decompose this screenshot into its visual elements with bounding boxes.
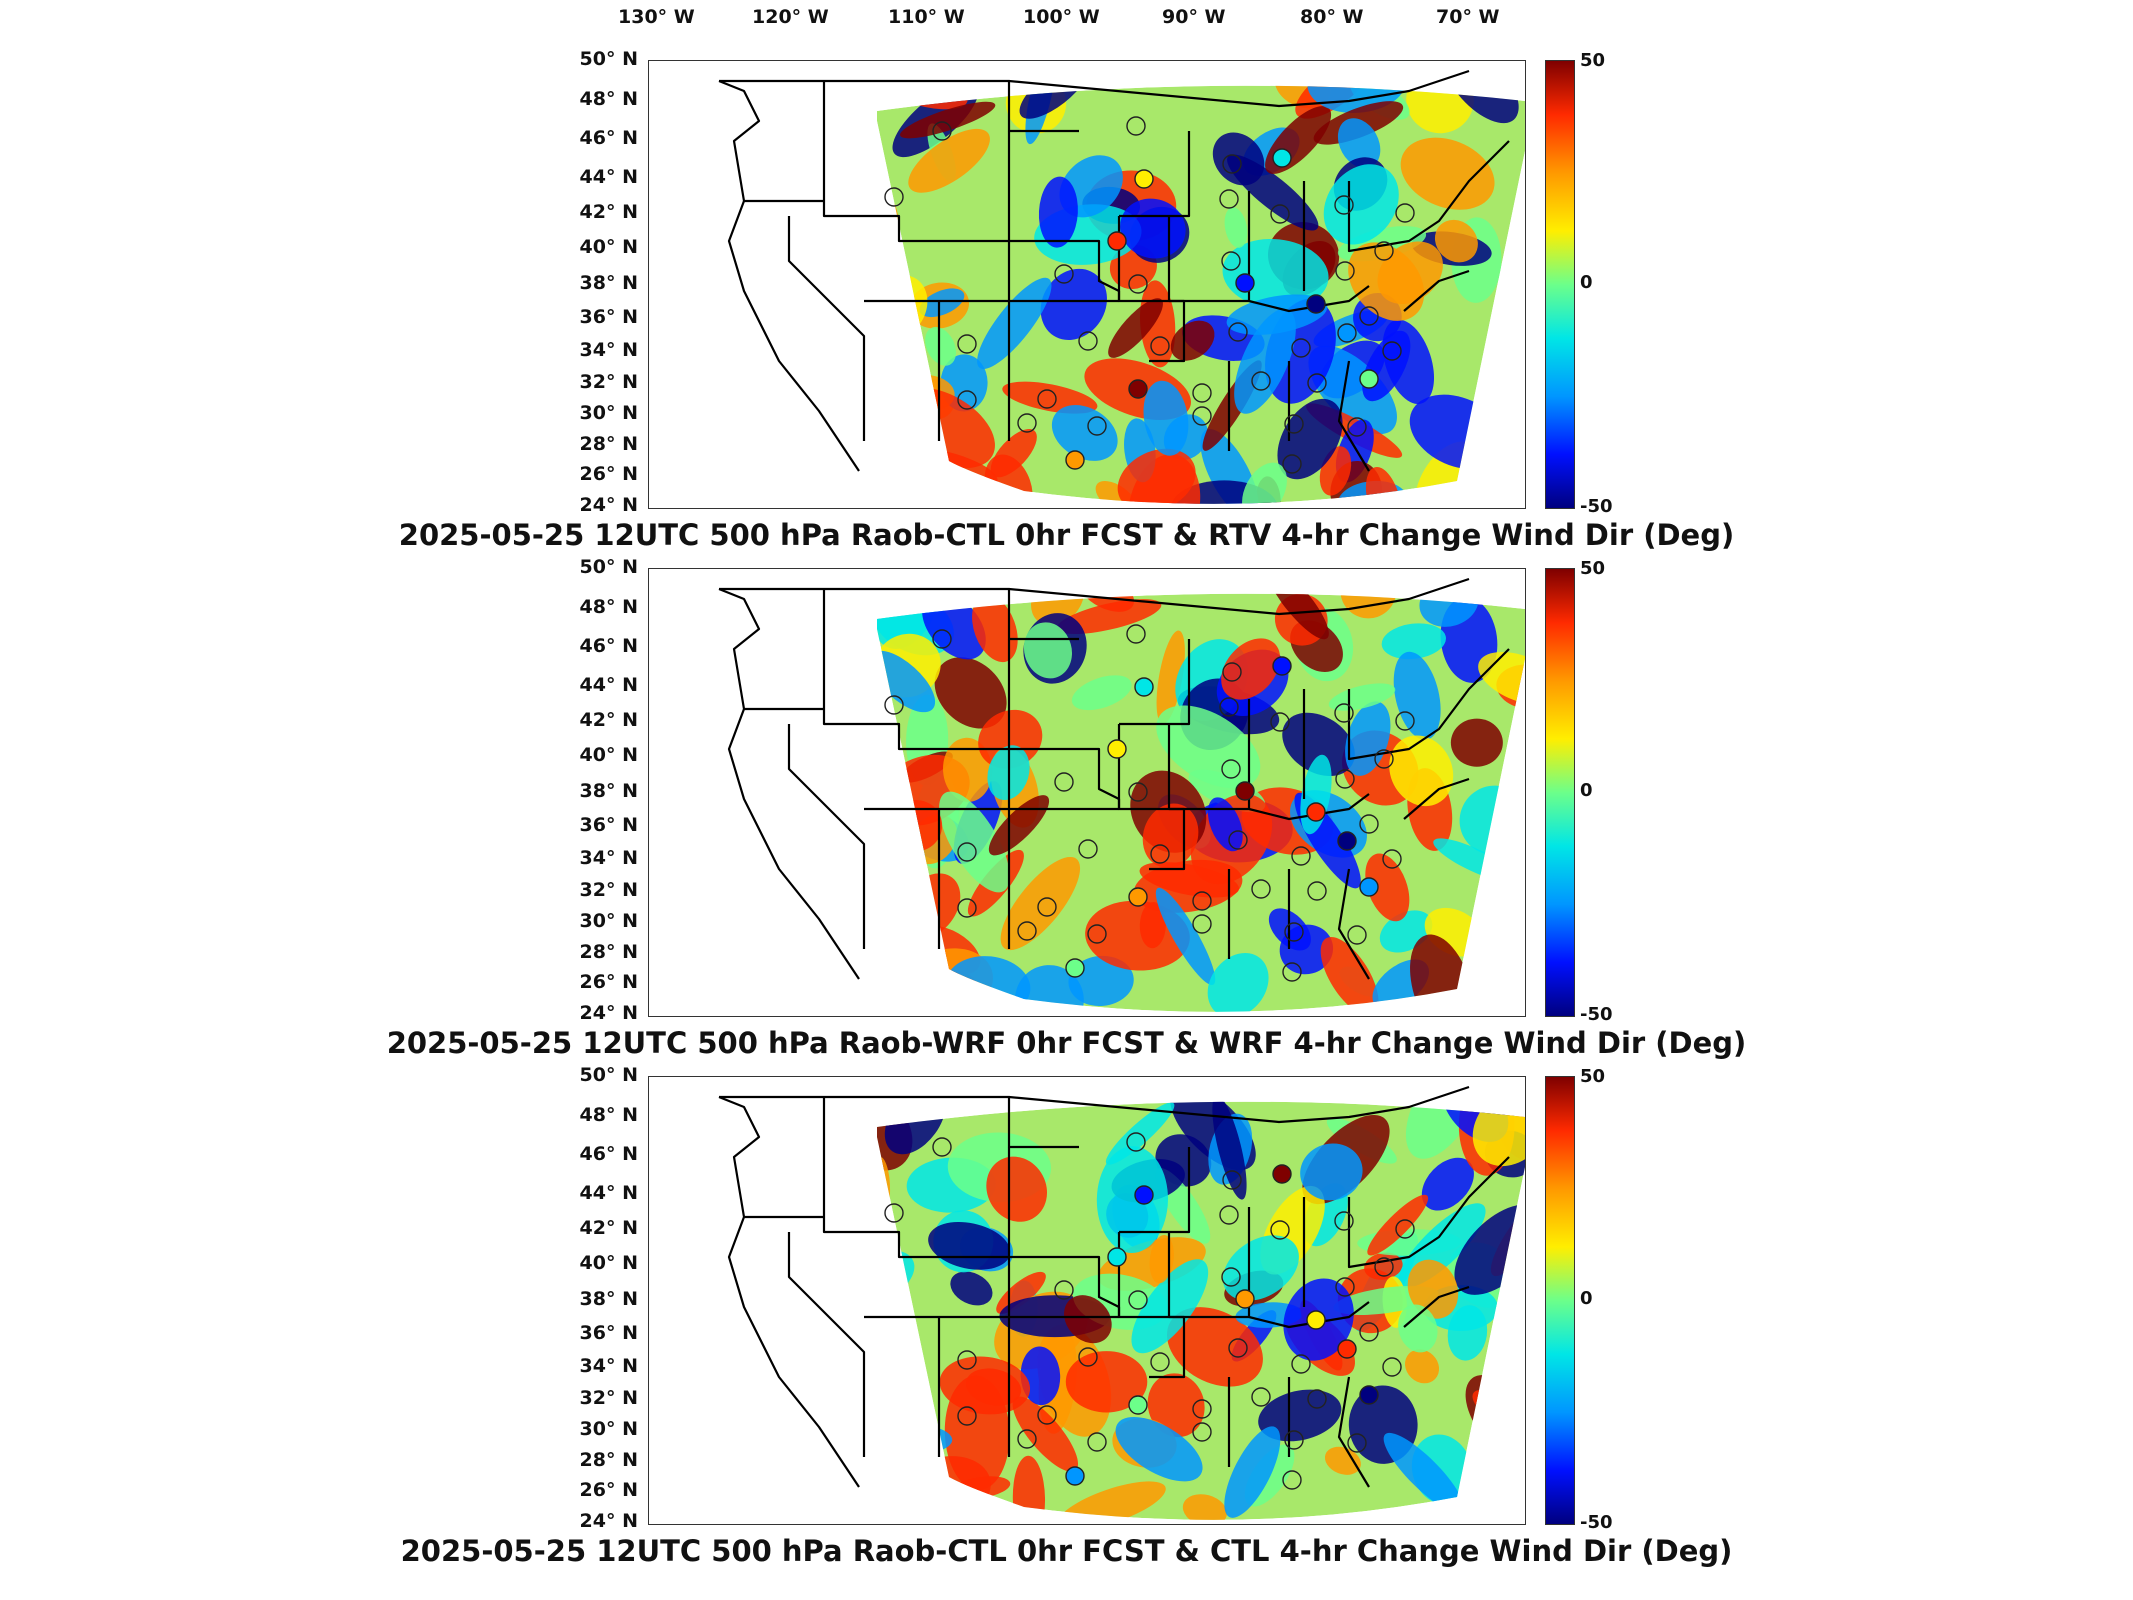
lat-label: 48° N (579, 88, 638, 110)
lat-label: 36° N (579, 306, 638, 328)
colorbar-max-label: 50 (1580, 558, 1606, 579)
colorbar-mid-label: 0 (1580, 1288, 1593, 1309)
lat-label: 50° N (579, 1064, 638, 1086)
map-area (648, 1076, 1526, 1525)
lon-label: 90° W (1162, 6, 1226, 28)
colorbar-min-label: -50 (1580, 496, 1613, 517)
colorbar-mid-label: 0 (1580, 272, 1593, 293)
lat-label: 24° N (579, 1510, 638, 1532)
lat-label: 30° N (579, 1418, 638, 1440)
colorbar-min-label: -50 (1580, 1004, 1613, 1025)
panel-title: 2025-05-25 12UTC 500 hPa Raob-CTL 0hr FC… (398, 518, 1735, 552)
lat-label: 32° N (579, 371, 638, 393)
lat-label: 28° N (579, 433, 638, 455)
lat-label: 32° N (579, 879, 638, 901)
lat-label: 24° N (579, 1002, 638, 1024)
lon-label: 130° W (618, 6, 695, 28)
colorbar-max-label: 50 (1580, 50, 1606, 71)
colorbar-max-label: 50 (1580, 1066, 1606, 1087)
wind-direction-map (718, 1085, 1525, 1520)
lat-label: 48° N (579, 1104, 638, 1126)
lat-label: 38° N (579, 780, 638, 802)
colorbar (1545, 60, 1575, 509)
lat-label: 50° N (579, 556, 638, 578)
panel-title: 2025-05-25 12UTC 500 hPa Raob-WRF 0hr FC… (386, 1026, 1747, 1060)
lat-label: 40° N (579, 236, 638, 258)
lat-label: 38° N (579, 272, 638, 294)
lat-label: 46° N (579, 635, 638, 657)
lat-label: 36° N (579, 1322, 638, 1344)
map-area (648, 60, 1526, 509)
lat-label: 48° N (579, 596, 638, 618)
lat-label: 34° N (579, 339, 638, 361)
map-area (648, 568, 1526, 1017)
lat-label: 50° N (579, 48, 638, 70)
lat-label: 36° N (579, 814, 638, 836)
lat-label: 26° N (579, 1479, 638, 1501)
wind-direction-map (718, 69, 1525, 504)
lat-label: 40° N (579, 1252, 638, 1274)
colorbar (1545, 1076, 1575, 1525)
lat-label: 42° N (579, 201, 638, 223)
panel-title: 2025-05-25 12UTC 500 hPa Raob-CTL 0hr FC… (400, 1534, 1733, 1568)
lat-label: 38° N (579, 1288, 638, 1310)
lat-label: 34° N (579, 847, 638, 869)
lat-label: 24° N (579, 494, 638, 516)
lat-label: 44° N (579, 674, 638, 696)
lat-label: 26° N (579, 971, 638, 993)
lat-label: 28° N (579, 941, 638, 963)
wind-direction-map (718, 577, 1525, 1012)
lat-label: 32° N (579, 1387, 638, 1409)
lat-label: 44° N (579, 166, 638, 188)
lon-label: 70° W (1436, 6, 1500, 28)
lat-label: 30° N (579, 910, 638, 932)
lon-label: 120° W (752, 6, 829, 28)
lon-label: 110° W (888, 6, 965, 28)
lon-label: 80° W (1300, 6, 1364, 28)
lat-label: 30° N (579, 402, 638, 424)
colorbar-min-label: -50 (1580, 1512, 1613, 1533)
lat-label: 28° N (579, 1449, 638, 1471)
lat-label: 40° N (579, 744, 638, 766)
colorbar-mid-label: 0 (1580, 780, 1593, 801)
lat-label: 42° N (579, 1217, 638, 1239)
lat-label: 42° N (579, 709, 638, 731)
colorbar (1545, 568, 1575, 1017)
lat-label: 26° N (579, 463, 638, 485)
lat-label: 46° N (579, 127, 638, 149)
lon-label: 100° W (1023, 6, 1100, 28)
lat-label: 34° N (579, 1355, 638, 1377)
lat-label: 46° N (579, 1143, 638, 1165)
lat-label: 44° N (579, 1182, 638, 1204)
